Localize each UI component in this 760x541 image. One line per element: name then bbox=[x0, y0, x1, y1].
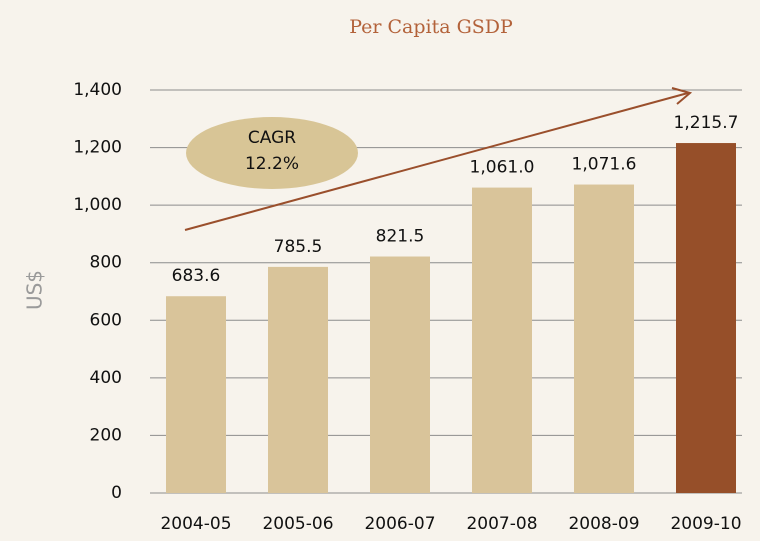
y-tick-label: 400 bbox=[90, 368, 122, 388]
value-label: 1,071.6 bbox=[572, 155, 637, 175]
bar bbox=[370, 257, 430, 493]
y-tick-label: 200 bbox=[90, 425, 122, 445]
x-tick-label: 2005-06 bbox=[262, 514, 333, 534]
x-tick-label: 2007-08 bbox=[466, 514, 537, 534]
y-tick-label: 600 bbox=[90, 310, 122, 330]
x-tick-label: 2009-10 bbox=[670, 514, 741, 534]
value-label: 1,215.7 bbox=[674, 113, 739, 133]
bar bbox=[472, 188, 532, 493]
y-tick-label: 0 bbox=[111, 483, 122, 503]
x-tick-label: 2006-07 bbox=[364, 514, 435, 534]
value-label: 785.5 bbox=[274, 237, 323, 257]
x-tick-label: 2008-09 bbox=[568, 514, 639, 534]
bar bbox=[268, 267, 328, 493]
value-label: 1,061.0 bbox=[470, 158, 535, 178]
chart-title: Per Capita GSDP bbox=[349, 16, 513, 38]
y-axis-label: US$ bbox=[23, 270, 47, 310]
annotation-line: 12.2% bbox=[245, 154, 299, 174]
bar bbox=[574, 185, 634, 493]
annotation-line: CAGR bbox=[248, 128, 296, 148]
y-tick-label: 1,400 bbox=[73, 80, 122, 100]
x-tick-label: 2004-05 bbox=[160, 514, 231, 534]
y-tick-label: 1,200 bbox=[73, 138, 122, 158]
y-tick-label: 800 bbox=[90, 253, 122, 273]
value-label: 821.5 bbox=[376, 227, 425, 247]
bar bbox=[676, 143, 736, 493]
bar bbox=[166, 296, 226, 493]
chart: Per Capita GSDP US$ 0 200 400 600 800 1,000 1,… bbox=[0, 0, 760, 541]
value-label: 683.6 bbox=[172, 266, 221, 286]
y-tick-label: 1,000 bbox=[73, 195, 122, 215]
